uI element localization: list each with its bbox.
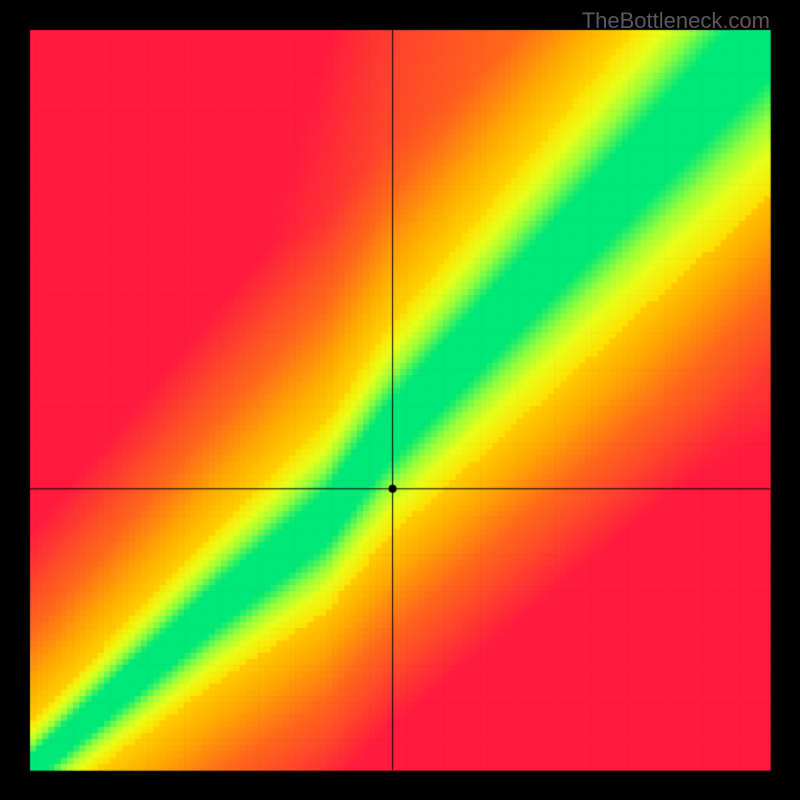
watermark-text: TheBottleneck.com — [582, 8, 770, 34]
bottleneck-heatmap — [0, 0, 800, 800]
